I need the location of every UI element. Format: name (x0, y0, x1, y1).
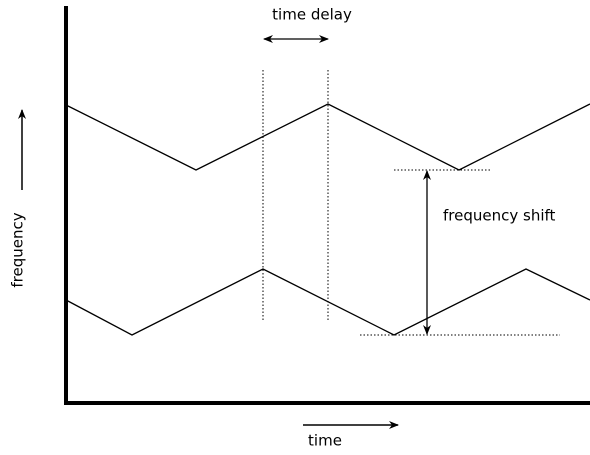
x-axis-label: time (308, 432, 342, 450)
frequency-shift-label: frequency shift (443, 207, 556, 225)
transmitted-signal (65, 103, 590, 171)
time-delay-label: time delay (272, 6, 352, 24)
y-axis-label: frequency (9, 212, 27, 287)
